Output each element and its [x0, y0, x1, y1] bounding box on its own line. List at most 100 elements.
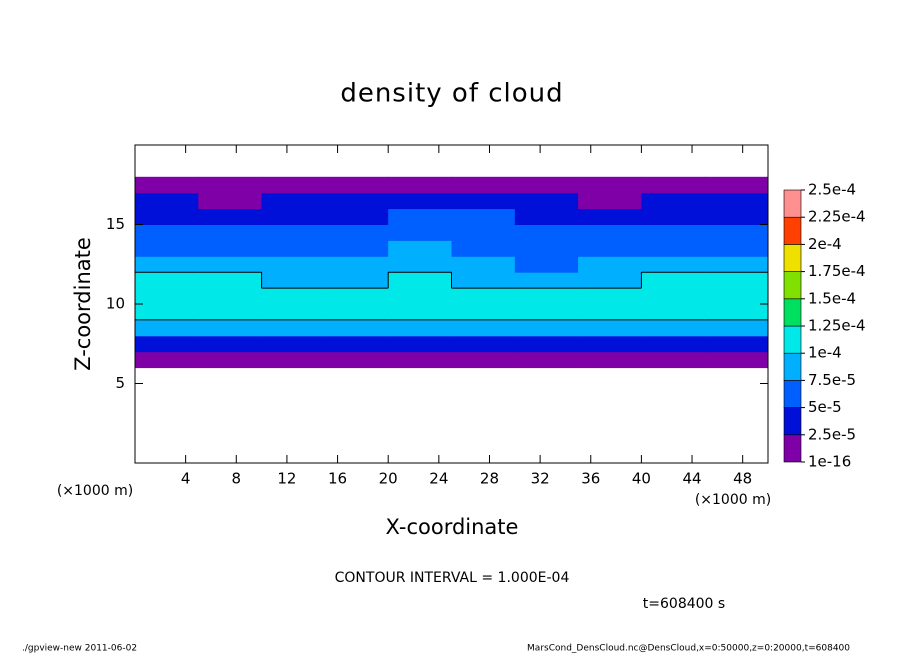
- heatmap-cell: [578, 192, 642, 210]
- colorbar-box: [783, 189, 802, 218]
- colorbar-label: 7.5e-5: [808, 371, 856, 389]
- heatmap-cell: [261, 304, 326, 321]
- heatmap-cell: [704, 176, 769, 194]
- heatmap-cell: [578, 351, 642, 369]
- colorbar-box: [783, 298, 802, 327]
- chart-title: density of cloud: [340, 79, 563, 109]
- heatmap-cell: [578, 288, 642, 305]
- heatmap-cell: [704, 192, 769, 210]
- heatmap-cell: [451, 351, 516, 369]
- heatmap-cell: [135, 351, 199, 369]
- heatmap-cell: [135, 288, 199, 305]
- heatmap-cell: [388, 319, 452, 337]
- heatmap-cell: [135, 319, 199, 337]
- heatmap-cell: [324, 192, 389, 210]
- heatmap-cell: [451, 304, 516, 321]
- heatmap-cell: [324, 256, 389, 273]
- heatmap-cell: [198, 304, 263, 321]
- heatmap-cell: [261, 272, 326, 289]
- colorbar-box: [783, 216, 802, 245]
- heatmap-cell: [641, 224, 706, 241]
- heatmap-cell: [641, 351, 706, 369]
- heatmap-cell: [578, 208, 642, 225]
- x-tick-label: 48: [733, 470, 752, 488]
- colorbar-label: 2.5e-5: [808, 425, 856, 443]
- x-unit-label: (×1000 m): [57, 483, 133, 499]
- time-label: t=608400 s: [643, 596, 725, 612]
- heatmap-cell: [324, 240, 389, 257]
- heatmap-cell: [135, 304, 199, 321]
- colorbar-box: [783, 380, 802, 408]
- x-tick-label: 28: [480, 470, 499, 488]
- heatmap-cell: [135, 176, 199, 194]
- heatmap-cell: [388, 304, 452, 321]
- colorbar-label: 1.75e-4: [808, 262, 866, 280]
- heatmap-cell: [641, 256, 706, 273]
- heatmap-cell: [388, 335, 452, 353]
- heatmap-cell: [514, 272, 579, 289]
- heatmap-cell: [324, 304, 389, 321]
- heatmap-cell: [198, 335, 263, 353]
- heatmap-cell: [578, 304, 642, 321]
- heatmap-cell: [388, 351, 452, 369]
- colorbar-label: 2e-4: [808, 235, 842, 253]
- heatmap-cell: [198, 272, 263, 289]
- heatmap-cell: [198, 256, 263, 273]
- footer-left: ./gpview-new 2011-06-02: [22, 644, 137, 654]
- heatmap-cell: [514, 240, 579, 257]
- x-axis-label: X-coordinate: [386, 515, 519, 539]
- heatmap-cell: [641, 192, 706, 210]
- heatmap-cell: [451, 176, 516, 194]
- colorbar-label: 2.25e-4: [808, 208, 866, 226]
- x-tick-label: 24: [429, 470, 448, 488]
- heatmap-cell: [198, 351, 263, 369]
- x-unit-label: (×1000 m): [695, 492, 771, 508]
- heatmap-cell: [388, 272, 452, 289]
- heatmap-cell: [261, 256, 326, 273]
- heatmap-cell: [198, 224, 263, 241]
- heatmap-cell: [514, 256, 579, 273]
- heatmap-cell: [388, 208, 452, 225]
- heatmap-cell: [514, 224, 579, 241]
- heatmap-cell: [451, 240, 516, 257]
- heatmap-cell: [324, 176, 389, 194]
- heatmap-cell: [514, 176, 579, 194]
- x-tick-label: 44: [682, 470, 701, 488]
- heatmap-cell: [578, 319, 642, 337]
- x-tick-label: 8: [232, 470, 242, 488]
- heatmap-cell: [704, 272, 769, 289]
- heatmap-cell: [261, 288, 326, 305]
- heatmap-cell: [514, 351, 579, 369]
- heatmap-cell: [514, 304, 579, 321]
- heatmap-cell: [451, 192, 516, 210]
- colorbar-box: [783, 407, 802, 436]
- x-tick-label: 20: [379, 470, 398, 488]
- heatmap-cell: [388, 176, 452, 194]
- heatmap-cell: [641, 304, 706, 321]
- colorbar-box: [783, 325, 802, 354]
- heatmap-cell: [641, 176, 706, 194]
- colorbar-label: 1.5e-4: [808, 289, 856, 307]
- heatmap-cell: [451, 256, 516, 273]
- heatmap-cell: [578, 240, 642, 257]
- heatmap-cell: [704, 240, 769, 257]
- heatmap-cell: [704, 256, 769, 273]
- colorbar-label: 2.5e-4: [808, 181, 856, 199]
- heatmap-cell: [704, 304, 769, 321]
- heatmap-cell: [198, 240, 263, 257]
- y-tick-label: 15: [106, 215, 125, 233]
- x-tick-label: 32: [531, 470, 550, 488]
- colorbar-label: 1e-16: [808, 453, 851, 471]
- heatmap-cell: [324, 351, 389, 369]
- heatmap-cell: [324, 272, 389, 289]
- heatmap-cell: [578, 176, 642, 194]
- heatmap-cell: [641, 240, 706, 257]
- heatmap-cell: [135, 208, 199, 225]
- heatmap-cell: [704, 319, 769, 337]
- heatmap-cell: [261, 192, 326, 210]
- heatmap-cell: [451, 319, 516, 337]
- heatmap-cell: [578, 224, 642, 241]
- heatmap-cell: [704, 208, 769, 225]
- heatmap-cell: [135, 240, 199, 257]
